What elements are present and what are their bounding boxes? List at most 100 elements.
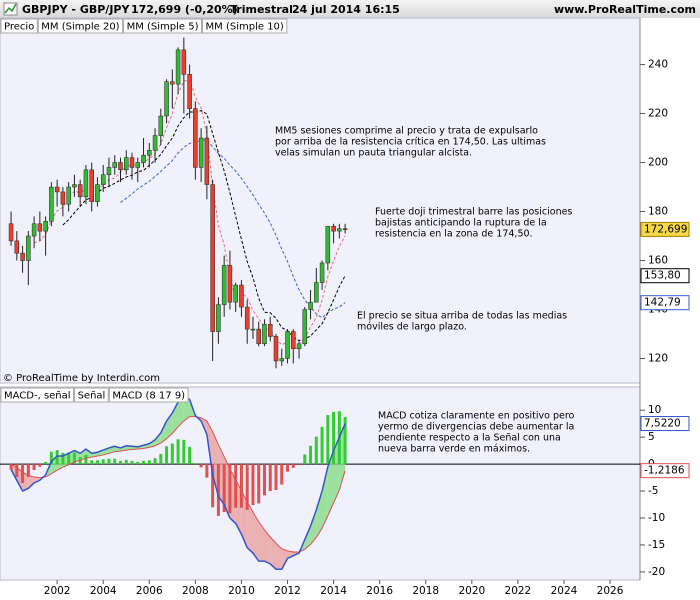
candle-body: [308, 301, 313, 310]
histogram-bar: [136, 461, 140, 465]
candle-body: [193, 108, 198, 168]
x-tick-label: 2004: [90, 585, 117, 597]
macd-fill: [287, 550, 294, 559]
histogram-bar: [228, 464, 232, 514]
legend-label: MM (Simple 10): [206, 22, 284, 33]
histogram-bar: [49, 451, 53, 465]
period: Trimestral: [230, 3, 293, 16]
legend-label: Señal: [78, 391, 106, 402]
legend-box: [37, 18, 124, 34]
histogram-bar: [15, 464, 19, 478]
candle-body: [20, 252, 25, 261]
candle-body: [152, 135, 158, 151]
legend-box: [108, 387, 189, 403]
date: 24 jul 2014 16:15: [292, 3, 400, 16]
candle-body: [89, 169, 94, 202]
macd-fill: [172, 402, 179, 434]
candle-body: [291, 331, 296, 349]
legend-label: Precio: [4, 22, 34, 33]
macd-fill: [149, 439, 156, 448]
histogram-bar: [147, 460, 151, 465]
histogram-bar: [320, 426, 324, 465]
candle-body: [135, 162, 141, 168]
candle-body: [250, 328, 256, 331]
x-tick-label: 2018: [412, 585, 439, 597]
symbol: GBPJPY - GBP/JPY: [22, 3, 130, 16]
histogram-bar: [61, 452, 65, 465]
x-tick-label: 2006: [136, 585, 163, 597]
histogram-bar: [193, 463, 197, 465]
candle-body: [342, 228, 348, 230]
value-tag: [640, 268, 690, 284]
macd-fill: [160, 420, 167, 444]
histogram-bar: [280, 464, 284, 485]
annotation: Fuerte doji trimestral barre las posicio…: [375, 207, 572, 218]
histogram-bar: [26, 464, 30, 478]
value-tag: [640, 416, 690, 432]
macd-fill: [155, 432, 161, 446]
histogram-bar: [101, 459, 105, 465]
candle-body: [181, 49, 187, 75]
histogram-bar: [90, 460, 94, 465]
y-tick-label: 200: [648, 157, 668, 169]
macd-fill: [252, 512, 259, 562]
histogram-bar: [21, 464, 25, 483]
candle-body: [296, 343, 302, 349]
candle-body: [187, 74, 192, 109]
candle-body: [66, 186, 71, 205]
candle-body: [72, 184, 77, 188]
candle-body: [331, 225, 336, 232]
candle-body: [204, 137, 210, 185]
candle-body: [164, 81, 169, 117]
y-tick-label: -15: [648, 539, 665, 551]
value-tag: [640, 463, 690, 479]
histogram-bar: [274, 464, 278, 490]
macd-fill: [183, 396, 190, 421]
macd-fill: [97, 450, 104, 457]
candle-body: [256, 328, 261, 345]
candle-body: [14, 240, 20, 254]
candle-body: [314, 282, 319, 303]
candle-body: [216, 304, 221, 332]
candle-body: [233, 284, 238, 303]
candle-body: [95, 184, 100, 202]
histogram-bar: [170, 443, 174, 465]
macd-fill: [270, 536, 276, 570]
value-tag-label: 172,699: [644, 223, 687, 235]
legend-box: [74, 387, 109, 403]
candle-body: [279, 358, 285, 362]
histogram-bar: [216, 464, 220, 516]
candle-body: [123, 157, 129, 171]
credit: © ProRealTime by Interdin.com: [3, 373, 160, 384]
macd-fill: [304, 526, 311, 550]
histogram-bar: [251, 464, 255, 506]
candle-body: [210, 184, 215, 332]
histogram-bar: [234, 464, 238, 508]
moving-average: [120, 138, 346, 319]
histogram-bar: [314, 436, 318, 465]
candle-body: [112, 162, 117, 168]
price-panel: [0, 17, 641, 384]
histogram-bar: [84, 454, 88, 465]
histogram-bar: [199, 464, 203, 468]
app-icon: [3, 2, 18, 16]
value-tag: [640, 295, 690, 311]
annotation: MACD cotiza claramente en positivo pero: [378, 411, 575, 422]
candle-body: [267, 323, 273, 337]
histogram-bar: [32, 464, 36, 471]
histogram-bar: [9, 464, 13, 470]
candle-body: [43, 221, 48, 232]
macd-fill: [178, 396, 184, 427]
histogram-bar: [303, 454, 307, 465]
histogram-bar: [130, 460, 134, 465]
macd-fill: [322, 466, 328, 529]
histogram-bar: [176, 439, 180, 465]
histogram-bar: [118, 460, 122, 465]
histogram-bar: [332, 411, 336, 465]
candle-body: [106, 167, 112, 176]
x-tick-label: 2002: [44, 585, 71, 597]
annotation: nueva barra verde en máximos.: [378, 444, 530, 455]
macd-fill: [316, 491, 323, 538]
histogram-bar: [309, 445, 313, 465]
histogram-bar: [205, 464, 209, 478]
